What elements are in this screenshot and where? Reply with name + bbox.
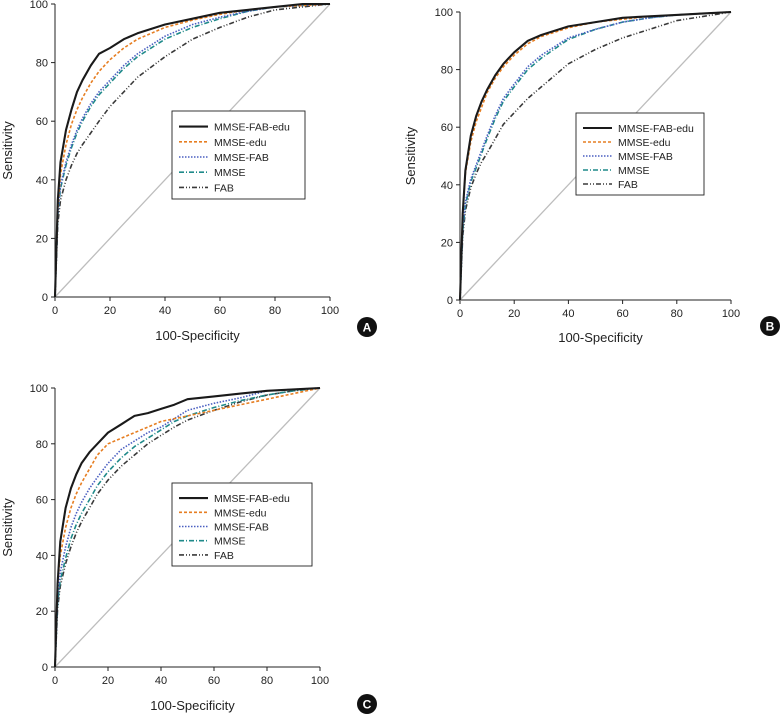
roc-curve-mmse-edu [54, 3, 331, 298]
x-tick-label: 20 [104, 305, 116, 317]
x-axis-title: 100-Specificity [150, 698, 235, 713]
legend-label: MMSE-FAB-edu [214, 122, 290, 134]
legend-label: MMSE-FAB-edu [618, 123, 694, 135]
x-tick-label: 100 [311, 675, 329, 687]
x-tick-label: 20 [508, 308, 520, 320]
y-tick-label: 80 [36, 439, 48, 451]
legend-label: MMSE-FAB [618, 151, 673, 163]
roc-curve-mmse-fab-edu [53, 386, 321, 668]
panel-badge [357, 317, 377, 337]
x-tick-label: 40 [159, 305, 171, 317]
legend-label: MMSE-edu [214, 137, 267, 149]
legend-label: MMSE [214, 536, 246, 548]
legend: MMSE-FAB-edu MMSE-edu MMSE-FAB MMSE FAB [171, 482, 313, 567]
x-tick-label: 20 [102, 675, 114, 687]
panel-badge [760, 316, 780, 336]
x-tick-label: 40 [562, 308, 574, 320]
legend-label: MMSE-FAB [214, 522, 269, 534]
panel-a-roc-chart: 0 20 40 60 80 100 0 20 40 60 80 100 100-Specificity S… [0, 0, 377, 343]
panel-badge-label: C [363, 698, 372, 712]
legend-label: MMSE-edu [214, 507, 267, 519]
y-tick-label: 60 [36, 495, 48, 507]
legend-label: MMSE [214, 167, 246, 179]
y-tick-label: 20 [441, 237, 453, 249]
y-tick-label: 0 [447, 295, 453, 307]
y-tick-label: 80 [36, 58, 48, 70]
x-tick-label: 0 [457, 308, 463, 320]
y-tick-label: 40 [441, 180, 453, 192]
x-axis-title: 100-Specificity [558, 330, 643, 345]
x-tick-label: 100 [722, 308, 740, 320]
legend-label: MMSE-edu [618, 137, 671, 149]
legend: MMSE-FAB-edu MMSE-edu MMSE-FAB MMSE FAB [575, 112, 705, 196]
roc-curve-mmse-edu [54, 387, 321, 668]
x-tick-label: 0 [52, 305, 58, 317]
x-tick-label: 60 [208, 675, 220, 687]
y-tick-label: 100 [435, 7, 453, 19]
panel-badge [357, 694, 377, 714]
roc-curve-fab [54, 387, 321, 668]
x-tick-label: 80 [671, 308, 683, 320]
panel-badge-label: B [766, 320, 775, 334]
y-axis-title: Sensitivity [403, 126, 418, 185]
roc-curve-mmse [459, 11, 732, 301]
y-tick-label: 40 [36, 175, 48, 187]
legend-box [575, 112, 705, 196]
x-tick-label: 40 [155, 675, 167, 687]
x-axis-title: 100-Specificity [155, 328, 240, 343]
x-tick-label: 100 [321, 305, 339, 317]
y-tick-label: 40 [36, 550, 48, 562]
x-tick-label: 80 [261, 675, 273, 687]
panel-badge-label: A [363, 321, 372, 335]
legend-box [171, 482, 313, 567]
panel-c-roc-chart: 0 20 40 60 80 100 0 20 40 60 80 100 100-Specificity S… [0, 383, 377, 714]
roc-curve-fab [54, 3, 331, 298]
y-tick-label: 20 [36, 606, 48, 618]
roc-curve-mmse-fab [54, 387, 321, 668]
y-tick-label: 0 [42, 292, 48, 304]
y-tick-label: 100 [30, 0, 48, 11]
y-tick-label: 100 [30, 383, 48, 395]
legend-label: MMSE [618, 165, 650, 177]
y-axis-title: Sensitivity [0, 498, 15, 557]
roc-curve-mmse-fab-edu [53, 2, 330, 298]
y-tick-label: 20 [36, 233, 48, 245]
roc-curve-mmse-fab [54, 3, 331, 298]
legend-label: FAB [214, 550, 234, 562]
roc-curve-mmse [54, 387, 321, 668]
x-tick-label: 60 [214, 305, 226, 317]
x-tick-label: 60 [616, 308, 628, 320]
panel-b-roc-chart: 0 20 40 60 80 100 0 20 40 60 80 100 100-Specificity S… [403, 7, 780, 345]
x-tick-label: 80 [269, 305, 281, 317]
y-tick-label: 80 [441, 65, 453, 77]
legend-label: FAB [618, 179, 638, 191]
roc-curve-mmse-fab-edu [458, 10, 732, 301]
legend-label: FAB [214, 182, 234, 194]
y-axis-title: Sensitivity [0, 121, 15, 180]
y-tick-label: 0 [42, 662, 48, 674]
legend-label: MMSE-FAB-edu [214, 493, 290, 505]
legend-label: MMSE-FAB [214, 152, 269, 164]
y-tick-label: 60 [36, 116, 48, 128]
legend: MMSE-FAB-edu MMSE-edu MMSE-FAB MMSE FAB [171, 110, 306, 200]
y-tick-label: 60 [441, 122, 453, 134]
x-tick-label: 0 [52, 675, 58, 687]
